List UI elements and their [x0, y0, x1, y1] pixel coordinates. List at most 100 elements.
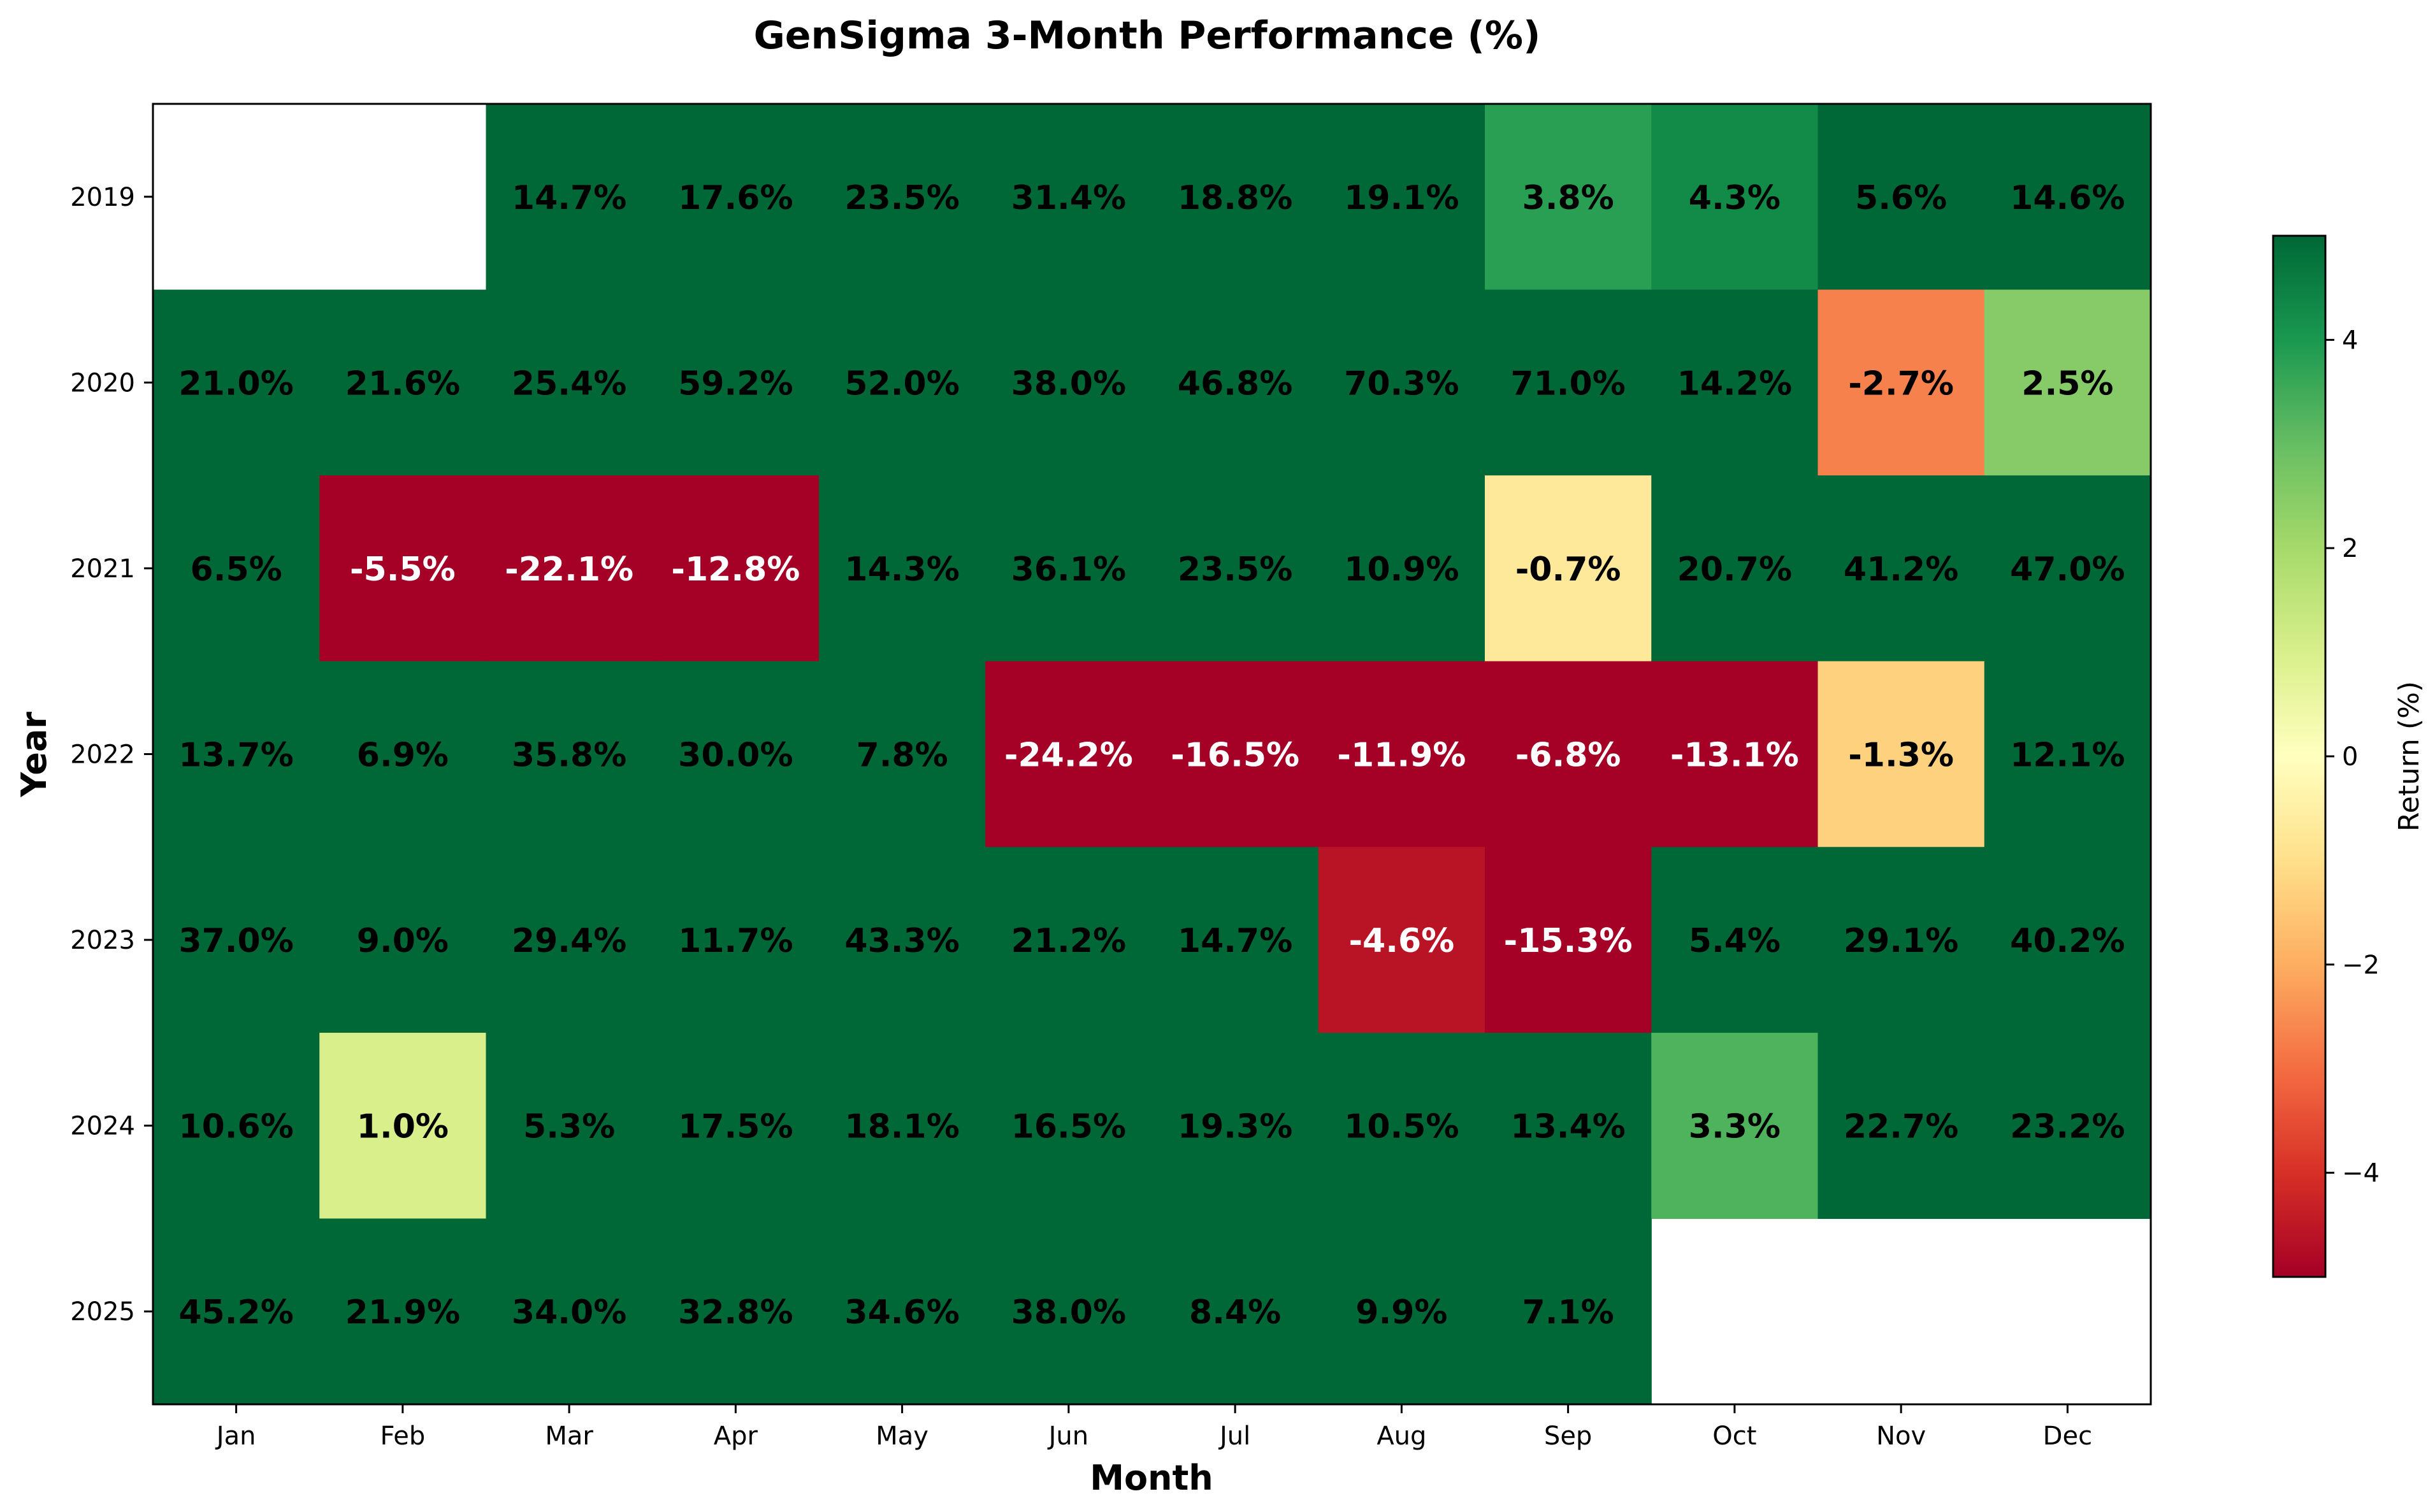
heatmap-cell-2024-dec — [1984, 1032, 2151, 1220]
y-axis-ticks: 2019 2020 2021 2022 2023 2024 2025 — [70, 183, 153, 1327]
heatmap-cell-2023-nov — [1817, 847, 1985, 1033]
heatmap-cell-2021-dec — [1984, 475, 2151, 662]
cell-value-label: 18.1% — [844, 1108, 959, 1146]
cell-value-label: 11.7% — [678, 922, 793, 960]
x-tick-label: Feb — [380, 1422, 425, 1451]
heatmap-cell-2022-sep — [1485, 661, 1652, 847]
y-tick-label: 2023 — [70, 926, 135, 955]
heatmap-cell-2025-feb — [319, 1218, 487, 1405]
cell-value-label: 2.5% — [2021, 364, 2113, 403]
x-tick-label: Dec — [2043, 1422, 2092, 1451]
cell-value-label: 23.5% — [844, 179, 959, 217]
heatmap-cell-2019-dec — [1984, 104, 2151, 291]
heatmap-cell-2023-jan — [153, 847, 320, 1033]
heatmap-cell-2022-feb — [319, 661, 487, 847]
cell-value-label: -24.2% — [1004, 737, 1133, 775]
heatmap-cell-2019-nov — [1817, 104, 1985, 291]
colorbar-tick-label: −2 — [2342, 951, 2380, 980]
heatmap-cell-2021-oct — [1651, 475, 1819, 662]
cell-value-label: 8.4% — [1189, 1293, 1281, 1332]
heatmap-cell-2024-may — [819, 1032, 986, 1220]
cell-value-label: -5.5% — [350, 551, 456, 589]
colorbar-tick-label: 0 — [2342, 742, 2358, 772]
heatmap-cell-2025-apr — [652, 1218, 820, 1405]
heatmap-cell-2025-jun — [985, 1218, 1153, 1405]
cell-value-label: 1.0% — [357, 1108, 449, 1146]
heatmap-cell-2023-mar — [486, 847, 653, 1033]
x-tick-label: Oct — [1712, 1422, 1756, 1451]
cell-value-label: 16.5% — [1011, 1108, 1126, 1146]
heatmap-cell-2021-sep — [1485, 475, 1652, 662]
cell-value-label: 41.2% — [1844, 551, 1958, 589]
cell-value-labels: 14.7% 17.6% 23.5% 31.4% 18.8% 19.1% 3.8% 4.3% 5.… — [178, 179, 2125, 1332]
heatmap-cell-2019-sep — [1485, 104, 1652, 291]
cell-value-label: 70.3% — [1344, 364, 1459, 403]
heatmap-cell-2022-nov — [1817, 661, 1985, 847]
colorbar-tick-label: −4 — [2342, 1159, 2380, 1188]
x-tick-label: Aug — [1376, 1422, 1426, 1451]
heatmap-cell-2021-may — [819, 475, 986, 662]
heatmap-cell-2020-jun — [985, 289, 1153, 476]
cell-value-label: 17.6% — [678, 179, 793, 217]
cell-value-label: 3.8% — [1522, 179, 1614, 217]
y-tick-label: 2020 — [70, 368, 135, 398]
cell-value-label: 36.1% — [1011, 551, 1126, 589]
cell-value-label: -6.8% — [1515, 737, 1621, 775]
cell-value-label: 21.6% — [345, 364, 460, 403]
heatmap-cell-2020-oct — [1651, 289, 1819, 476]
heatmap-cell-2024-sep — [1485, 1032, 1652, 1220]
heatmap-cell-2023-apr — [652, 847, 820, 1033]
colorbar-ticks: 4 2 0 −2 −4 — [2325, 326, 2380, 1188]
cell-value-label: -16.5% — [1171, 737, 1299, 775]
cell-value-label: -15.3% — [1504, 922, 1633, 960]
cell-value-label: 14.7% — [512, 179, 626, 217]
y-tick-label: 2021 — [70, 554, 135, 584]
cell-value-label: 19.3% — [1178, 1108, 1292, 1146]
heatmap-cell-2020-may — [819, 289, 986, 476]
heatmap-cell-2022-apr — [652, 661, 820, 847]
heatmap-cell-2025-mar — [486, 1218, 653, 1405]
cell-value-label: 5.4% — [1689, 922, 1781, 960]
chart-title: GenSigma 3-Month Performance (%) — [754, 13, 1541, 58]
heatmap-cell-2020-apr — [652, 289, 820, 476]
cell-value-label: 10.5% — [1344, 1108, 1459, 1146]
heatmap-cell-2024-feb — [319, 1032, 487, 1220]
heatmap-cell-2023-may — [819, 847, 986, 1033]
cell-value-label: 12.1% — [2010, 737, 2125, 775]
heatmap-cell-2020-dec — [1984, 289, 2151, 476]
heatmap-cell-2022-jan — [153, 661, 320, 847]
heatmap-cell-2020-mar — [486, 289, 653, 476]
cell-value-label: 5.3% — [523, 1108, 615, 1146]
heatmap-cell-2025-jul — [1152, 1218, 1319, 1405]
heatmap-cell-2024-nov — [1817, 1032, 1985, 1220]
x-tick-label: Apr — [714, 1422, 758, 1451]
cell-value-label: 23.2% — [2010, 1108, 2125, 1146]
heatmap-cell-2025-aug — [1318, 1218, 1485, 1405]
cell-value-label: 31.4% — [1011, 179, 1126, 217]
cell-value-label: 14.7% — [1178, 922, 1292, 960]
y-tick-label: 2019 — [70, 183, 135, 212]
heatmap-cell-2019-aug — [1318, 104, 1485, 291]
heatmap-cell-2024-jan — [153, 1032, 320, 1220]
cell-value-label: 34.6% — [844, 1293, 959, 1332]
heatmap-cell-2020-aug — [1318, 289, 1485, 476]
cell-value-label: 35.8% — [512, 737, 626, 775]
cell-value-label: -13.1% — [1670, 737, 1799, 775]
cell-value-label: 43.3% — [844, 922, 959, 960]
cell-value-label: 6.9% — [357, 737, 449, 775]
heatmap-cell-2021-aug — [1318, 475, 1485, 662]
heatmap-cell-2022-may — [819, 661, 986, 847]
heatmap-cell-2025-may — [819, 1218, 986, 1405]
heatmap-cell-2019-jun — [985, 104, 1153, 291]
cell-value-label: 13.4% — [1510, 1108, 1625, 1146]
heatmap-cell-2023-jun — [985, 847, 1153, 1033]
heatmap-cell-2025-jan — [153, 1218, 320, 1405]
x-tick-label: Mar — [545, 1422, 593, 1451]
cell-value-label: 71.0% — [1510, 364, 1625, 403]
y-axis-label: Year — [14, 712, 54, 798]
colorbar-tick-label: 2 — [2342, 534, 2358, 563]
cell-value-label: 38.0% — [1011, 1293, 1126, 1332]
heatmap-cell-2020-jul — [1152, 289, 1319, 476]
heatmap-cell-2022-dec — [1984, 661, 2151, 847]
